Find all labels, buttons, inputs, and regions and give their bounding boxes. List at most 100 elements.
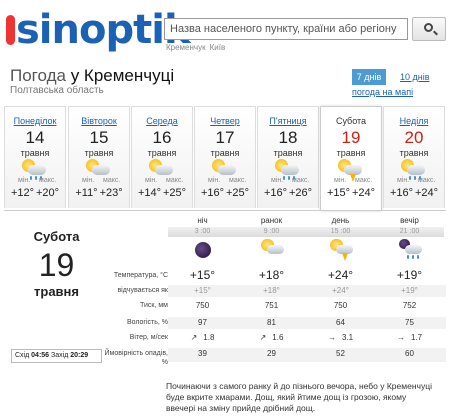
cloud-rain-sun-icon (20, 159, 50, 181)
title-city: у Кременчуці (70, 66, 175, 85)
day-name[interactable]: Середа (146, 116, 178, 126)
day-tab-18[interactable]: П'ятниця 18 травня мін. макс. +16° +26° (257, 106, 319, 208)
tab-10-days[interactable]: 10 днів (400, 72, 430, 82)
min-label: мін. (397, 177, 410, 184)
rain-drop (288, 176, 290, 180)
sun-cloud-icon (147, 159, 177, 181)
row-label: Вологість, % (126, 319, 168, 326)
temperature-value: +24° (327, 268, 354, 282)
pressure-value: 750 (195, 301, 210, 310)
cloud-shape (155, 165, 173, 175)
pressure-value: 750 (333, 301, 348, 310)
moon-icon (191, 239, 215, 263)
row-label: Температура, °С (113, 272, 168, 279)
search-icon (424, 23, 433, 32)
search-hints: Кременчук Київ (166, 43, 229, 52)
rain-drop (419, 176, 421, 180)
sun-cloud-icon (210, 159, 240, 181)
day-name[interactable]: Понеділок (13, 116, 57, 126)
feels-like-value: +24° (332, 286, 349, 295)
day-name[interactable]: Четвер (210, 116, 240, 126)
search-button[interactable] (412, 17, 446, 41)
day-month: травня (147, 148, 177, 158)
map-link[interactable]: погода на мапі (352, 87, 414, 97)
min-temp: +11° (75, 187, 98, 199)
wind-speed: 1.6 (272, 333, 284, 342)
min-label: мін. (334, 177, 347, 184)
search-input[interactable]: Назва населеного пункту, країни або регі… (164, 18, 408, 40)
moon-shape (194, 242, 211, 258)
day-name[interactable]: Неділя (399, 116, 429, 126)
day-tab-20[interactable]: Неділя 20 травня мін. макс. +16° +24° (383, 106, 445, 208)
pressure-value: 752 (402, 301, 417, 310)
sunset-time: 20:29 (70, 352, 89, 359)
day-number: 18 (278, 128, 298, 147)
day-name[interactable]: П'ятниця (269, 116, 307, 126)
day-tab-17[interactable]: Четвер 17 травня мін. макс. +16° +25° (194, 106, 256, 208)
thunder-sun-icon (329, 239, 354, 263)
row-label: Тиск, мм (140, 302, 168, 309)
period-вечір: вечір 21 :00 +19° +19° 752 75 → 1.7 60 (375, 215, 444, 375)
day-number: 20 (404, 128, 424, 147)
precipitation-value: 60 (405, 349, 414, 358)
day-tab-14[interactable]: Понеділок 14 травня мін. макс. +12° +20° (4, 106, 66, 208)
period-name: ніч (197, 216, 208, 225)
hint-link[interactable]: Київ (209, 43, 226, 52)
cloud-rain-moon-icon (398, 239, 423, 263)
day-month: травня (210, 148, 240, 158)
lightning-bolt (341, 253, 348, 262)
cloud-shape (336, 244, 354, 255)
thermometer-icon (6, 15, 15, 45)
day-number: 15 (89, 128, 109, 147)
min-temp: +16° (263, 187, 287, 199)
wind-direction-icon: → (396, 333, 405, 342)
wind-direction-icon: ↗ (190, 333, 198, 342)
max-temp: +20° (36, 187, 60, 199)
day-number: 19 (341, 128, 361, 147)
period-time: 15 :00 (306, 227, 375, 237)
day-tab-19[interactable]: Субота 19 травня мін. макс. +15° +24° (320, 106, 382, 211)
min-label: мін. (271, 177, 284, 184)
sinoptik-logo[interactable]: sinoptik (6, 6, 191, 54)
row-stripe (168, 317, 446, 329)
temperature-value: +15° (189, 268, 216, 282)
period-name: ранок (260, 216, 283, 225)
period-time: 21 :00 (375, 227, 444, 237)
min-temp: +15° (326, 187, 350, 199)
day-tabs: Понеділок 14 травня мін. макс. +12° +20° Вівтор… (4, 106, 446, 211)
max-temp: +24° (352, 187, 376, 199)
cloud-rain-sun-icon (399, 159, 429, 181)
day-tab-15[interactable]: Вівторок 15 травня мін. макс. +11° +23° (68, 106, 130, 208)
wind-value: → 1.7 (375, 333, 444, 342)
min-temp: +16° (200, 187, 224, 199)
day-month: травня (20, 148, 50, 158)
weather-description: Починаючи з самого ранку й до пізнього в… (166, 381, 432, 413)
temperature-value: +18° (258, 268, 285, 282)
rain-drop (40, 176, 42, 180)
day-number: 17 (215, 128, 235, 147)
cloud-shape (281, 165, 299, 175)
rain-drop (416, 255, 419, 260)
rain-drop (407, 255, 409, 260)
precipitation-value: 29 (267, 349, 276, 358)
rain-drop (414, 176, 416, 180)
sun-times: Схід 04:56 Захід 20:29 (11, 349, 102, 363)
min-label: мін. (145, 177, 158, 184)
region-label: Полтавська область (10, 85, 104, 96)
min-label: мін. (82, 177, 95, 184)
sun-cloud-icon (260, 239, 285, 263)
period-time: 9 :00 (237, 227, 306, 237)
wind-direction-icon: → (327, 333, 336, 342)
day-name[interactable]: Вівторок (81, 116, 117, 126)
rain-drop (30, 176, 32, 180)
max-label: макс. (229, 177, 247, 184)
tab-7-days[interactable]: 7 днів (352, 69, 386, 85)
day-name[interactable]: Субота (335, 116, 367, 126)
hint-link[interactable]: Кременчук (166, 43, 206, 52)
rain-drop (293, 176, 295, 180)
sunset-label: Захід (51, 352, 69, 359)
precipitation-value: 52 (336, 349, 345, 358)
day-tab-16[interactable]: Середа 16 травня мін. макс. +14° +25° (131, 106, 193, 208)
day-number: 14 (25, 128, 45, 147)
selected-day: Субота 19 травня (4, 229, 109, 299)
